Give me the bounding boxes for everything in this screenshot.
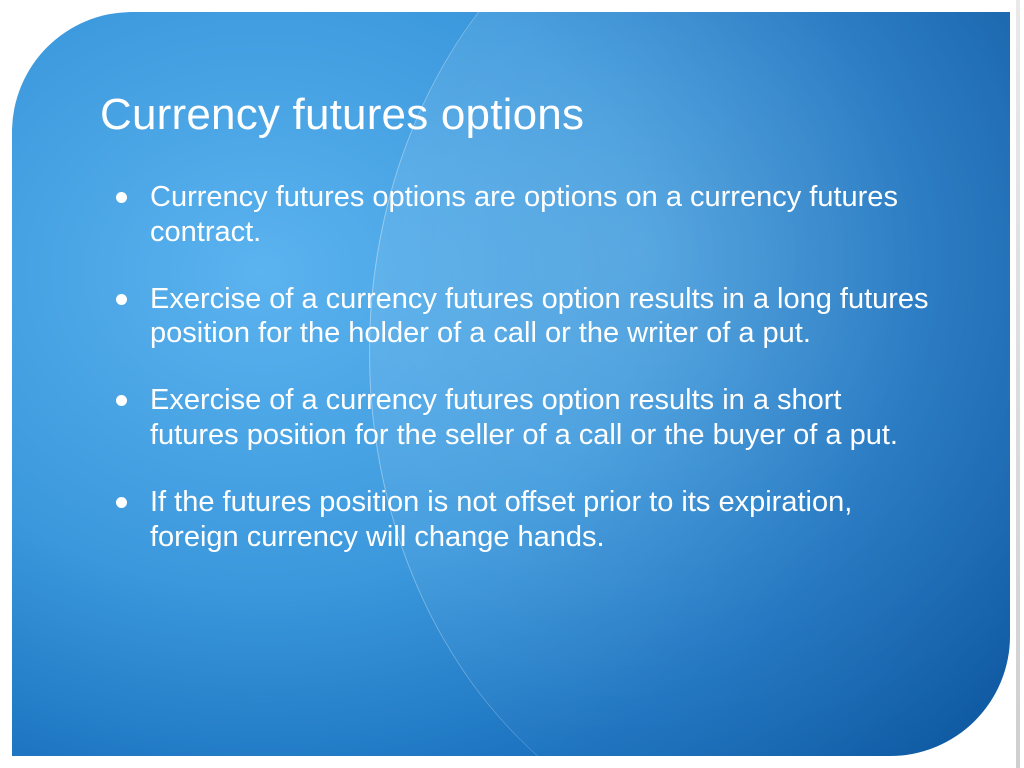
list-item: If the futures position is not offset pr… <box>116 485 936 555</box>
bullet-list: Currency futures options are options on … <box>116 180 936 586</box>
slide-canvas: Currency futures options Currency future… <box>0 0 1024 768</box>
list-item: Exercise of a currency futures option re… <box>116 282 936 352</box>
slide-background: Currency futures options Currency future… <box>12 12 1010 756</box>
slide-title: Currency futures options <box>100 90 584 140</box>
list-item: Exercise of a currency futures option re… <box>116 383 936 453</box>
list-item: Currency futures options are options on … <box>116 180 936 250</box>
